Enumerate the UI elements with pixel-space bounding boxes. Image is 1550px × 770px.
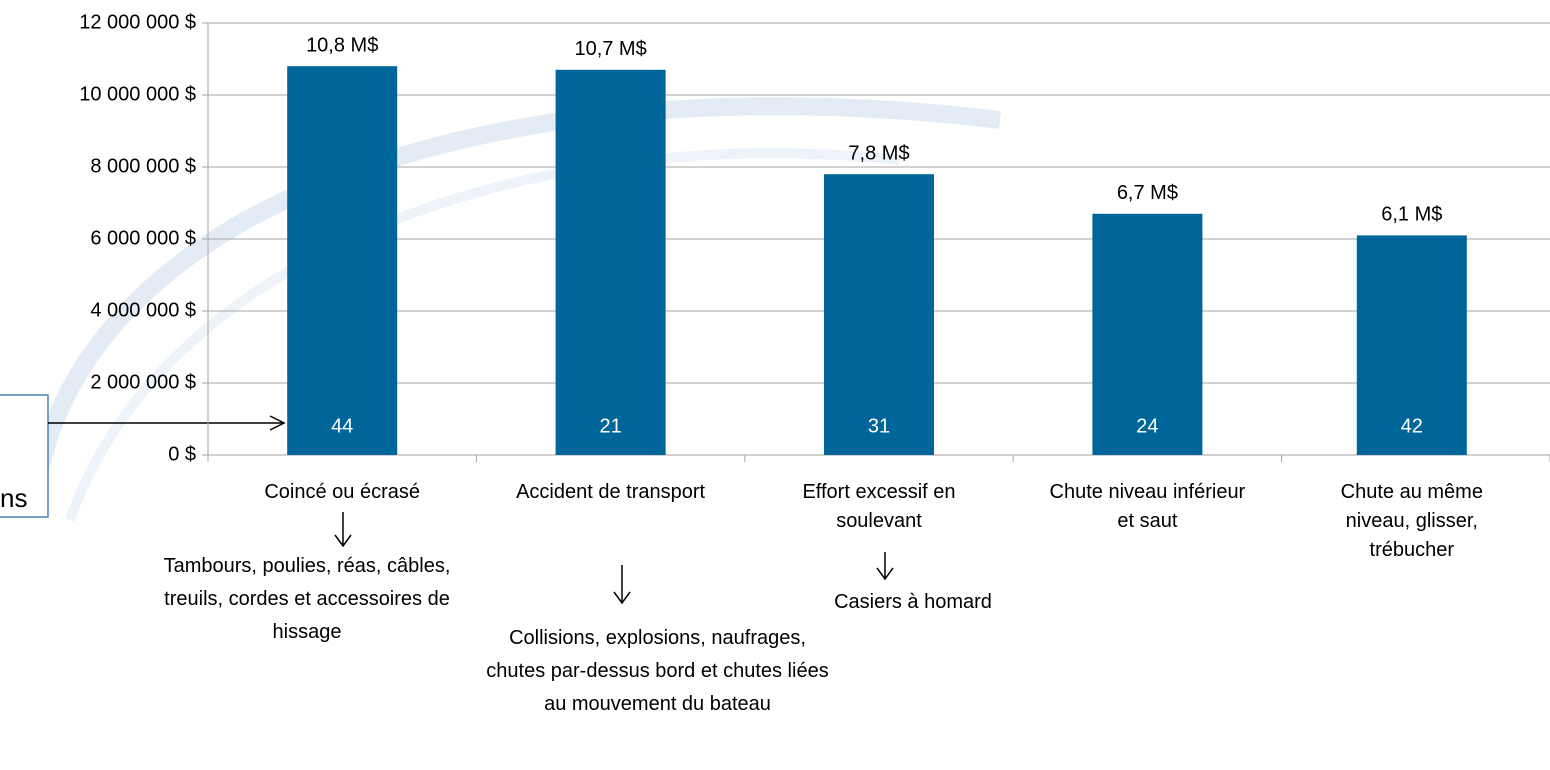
y-tick-label: 8 000 000 $ — [90, 155, 196, 177]
bar — [824, 174, 934, 455]
x-tick-label: Coincé ou écrasé — [264, 481, 421, 503]
value-label: 10,7 M$ — [574, 38, 646, 60]
down-arrow — [613, 565, 631, 605]
bar — [287, 66, 398, 455]
down-arrow — [334, 512, 352, 548]
value-label: 6,7 M$ — [1117, 182, 1178, 204]
y-tick-label: 0 $ — [168, 443, 196, 465]
y-tick-label: 10 000 000 $ — [79, 83, 196, 105]
x-tick-label: Effort excessif en soulevant — [802, 481, 956, 532]
note-box — [0, 394, 49, 518]
count-label: 24 — [1136, 415, 1158, 437]
down-arrow — [876, 552, 894, 581]
bar — [555, 69, 666, 456]
annotation: Tambours, poulies, réas, câbles, treuils… — [163, 555, 451, 643]
note-text: ns — [0, 483, 27, 513]
arrow-head — [269, 415, 286, 431]
annotation: Collisions, explosions, naufrages, chute… — [486, 627, 829, 715]
y-tick-label: 6 000 000 $ — [90, 227, 196, 249]
count-label: 42 — [1401, 415, 1423, 437]
y-tick-label: 4 000 000 $ — [90, 299, 196, 321]
count-label: 31 — [868, 415, 890, 437]
annotation: Casiers à homard — [834, 591, 992, 613]
bar — [1356, 235, 1467, 455]
y-tick-label: 2 000 000 $ — [90, 371, 196, 393]
bar — [1092, 213, 1203, 455]
value-label: 6,1 M$ — [1381, 204, 1442, 226]
y-tick-label: 12 000 000 $ — [79, 11, 196, 33]
x-tick-label: Accident de transport — [516, 481, 706, 503]
value-label: 7,8 M$ — [848, 142, 909, 164]
count-label: 44 — [331, 415, 353, 437]
value-label: 10,8 M$ — [306, 34, 378, 56]
x-tick-label: Chute au même niveau, glisser, trébucher — [1340, 481, 1483, 561]
x-tick-label: Chute niveau inférieur et saut — [1049, 481, 1246, 532]
count-label: 21 — [599, 415, 621, 437]
